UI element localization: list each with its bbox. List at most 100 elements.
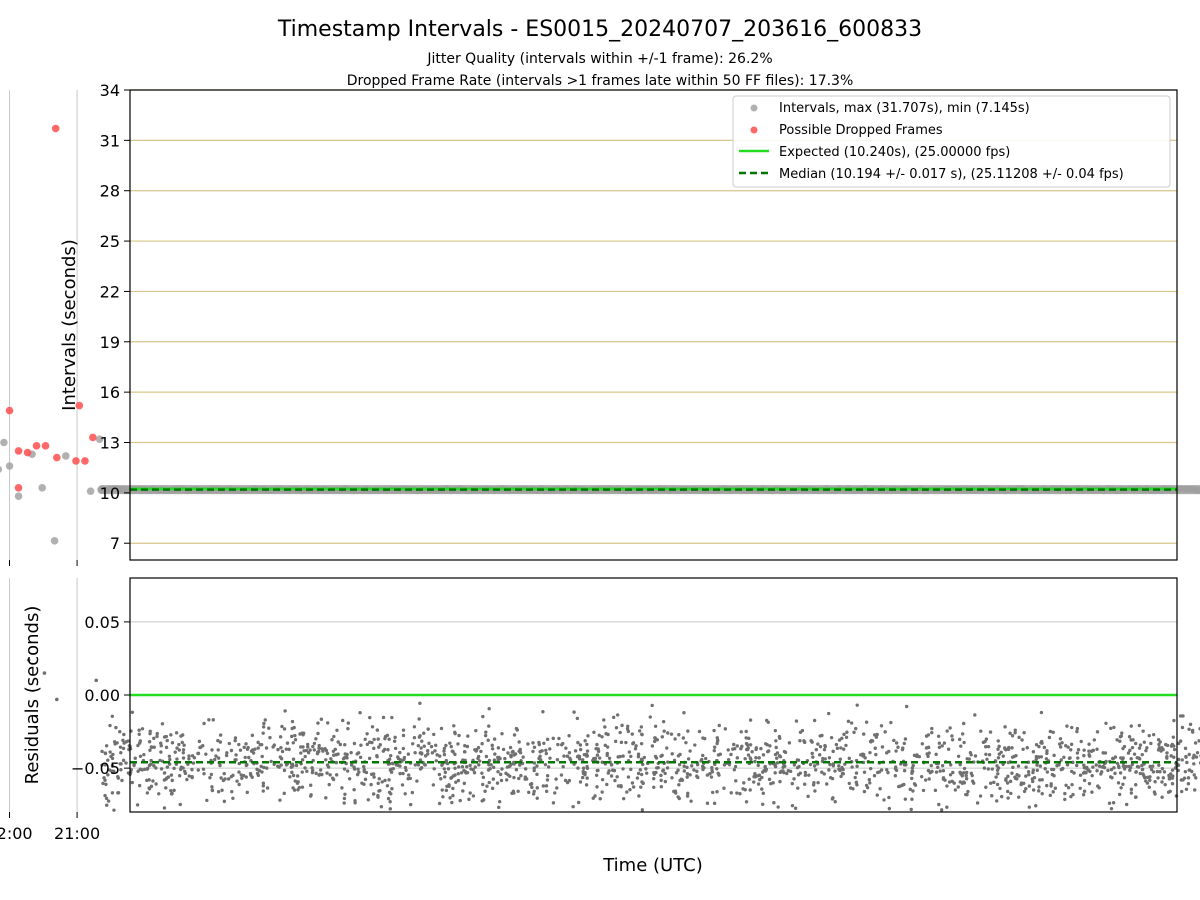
residuals-y-tick-label: 0.05: [84, 613, 120, 632]
residual-point: [767, 777, 772, 782]
residual-point: [279, 763, 283, 767]
residual-point: [834, 742, 839, 747]
residual-point: [840, 771, 845, 776]
residual-point: [452, 724, 456, 728]
residual-point: [1091, 765, 1095, 769]
residual-point: [442, 752, 447, 757]
residual-point: [726, 757, 731, 762]
residual-point: [986, 767, 990, 771]
residual-point: [1082, 789, 1087, 793]
residual-point: [773, 771, 777, 775]
residual-point: [104, 796, 109, 801]
residual-point: [296, 780, 300, 784]
residual-point: [342, 767, 347, 771]
residual-point: [433, 749, 437, 753]
residual-point: [1158, 740, 1162, 744]
residual-point: [312, 741, 317, 746]
residual-point: [444, 788, 449, 793]
residual-point: [366, 798, 370, 802]
residual-point: [864, 783, 869, 788]
residual-point: [100, 749, 104, 754]
residual-point: [352, 765, 356, 769]
residual-point: [543, 762, 548, 767]
residual-point: [151, 779, 155, 783]
residual-point: [926, 745, 931, 750]
residual-point: [103, 763, 107, 767]
residual-point: [479, 749, 483, 754]
residual-point: [326, 765, 331, 769]
residual-point: [372, 775, 376, 779]
residual-point: [803, 773, 808, 778]
residual-point: [844, 735, 849, 740]
residual-point: [829, 735, 834, 740]
residual-point: [438, 754, 442, 758]
dropped-frame-point: [53, 453, 61, 462]
chart-title: Timestamp Intervals - ES0015_20240707_20…: [277, 17, 922, 42]
residual-point: [902, 768, 907, 773]
residual-point: [1066, 786, 1071, 790]
residual-point: [401, 746, 406, 751]
residual-point: [121, 758, 126, 763]
residual-point: [887, 749, 891, 754]
residual-point: [760, 787, 764, 791]
residual-point: [170, 778, 174, 783]
residual-point: [1186, 776, 1191, 780]
residual-point: [239, 773, 243, 777]
residuals-y-tick-label: 0.00: [84, 686, 120, 705]
residual-point: [1166, 790, 1171, 794]
residual-point: [457, 733, 461, 738]
residual-point: [423, 754, 428, 758]
residual-point: [665, 766, 670, 770]
residual-point: [345, 769, 350, 773]
residual-point: [1030, 777, 1035, 781]
dropped-frame-point: [14, 484, 23, 492]
residual-point: [301, 731, 306, 735]
residual-point: [355, 772, 360, 777]
residual-point: [440, 788, 444, 792]
residual-point: [1011, 765, 1015, 770]
residual-point: [1031, 750, 1036, 754]
residual-point: [958, 780, 962, 784]
residual-point: [959, 744, 963, 748]
residual-point: [468, 763, 472, 768]
residual-point: [996, 747, 1000, 751]
residual-point: [1178, 714, 1183, 718]
residual-point: [1177, 741, 1181, 746]
residual-point: [1081, 771, 1086, 775]
residual-point: [476, 746, 481, 750]
residual-point: [154, 766, 158, 770]
residual-point: [820, 770, 824, 774]
residual-point: [864, 720, 869, 724]
residual-point: [181, 756, 186, 760]
residual-point: [349, 750, 353, 755]
residual-point: [1060, 767, 1065, 771]
residual-point: [996, 739, 1000, 743]
residual-point: [290, 719, 295, 724]
residual-point: [607, 769, 611, 773]
residuals-y-axis: −0.05 0.00 0.05: [71, 613, 130, 778]
residual-point: [576, 754, 581, 758]
residual-point: [279, 746, 283, 750]
residual-point: [962, 766, 967, 771]
residual-point: [830, 797, 835, 801]
residual-point: [1158, 770, 1162, 774]
residual-point: [442, 746, 447, 751]
residual-point: [640, 808, 645, 812]
residual-point: [605, 753, 609, 758]
residual-point: [150, 745, 154, 750]
residual-point: [135, 803, 140, 807]
residual-point: [412, 735, 417, 740]
residual-point: [592, 730, 596, 734]
residual-point: [604, 731, 608, 736]
residual-point: [775, 756, 779, 760]
residual-point: [964, 770, 969, 775]
residual-point: [695, 763, 700, 767]
residual-point: [388, 800, 392, 804]
residual-point: [296, 788, 300, 792]
residual-point: [1109, 767, 1114, 772]
residual-point: [261, 781, 266, 785]
residual-point: [432, 767, 436, 771]
residual-point: [306, 750, 311, 755]
residual-point: [1184, 787, 1189, 791]
residual-point: [782, 749, 787, 754]
